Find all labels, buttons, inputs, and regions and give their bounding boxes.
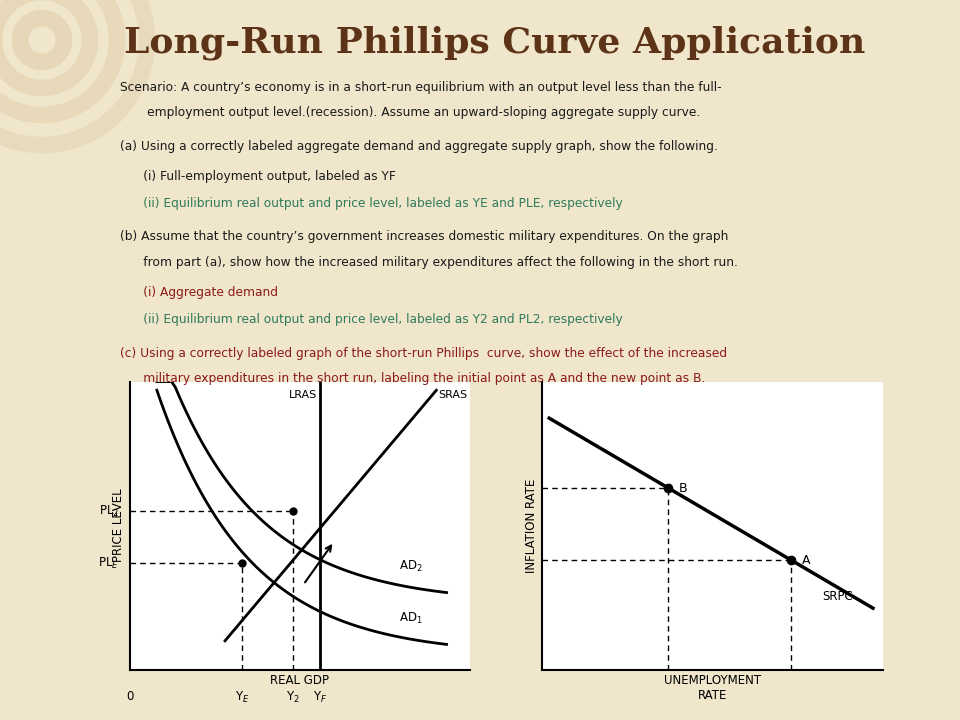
Text: (ii) Equilibrium real output and price level, labeled as YE and PLE, respectivel: (ii) Equilibrium real output and price l…	[120, 197, 623, 210]
Text: Y$_F$: Y$_F$	[313, 690, 327, 705]
Y-axis label: INFLATION RATE: INFLATION RATE	[525, 478, 539, 573]
Text: military expenditures in the short run, labeling the initial point as A and the : military expenditures in the short run, …	[120, 372, 706, 385]
Text: SRPC: SRPC	[822, 590, 852, 603]
Text: Long-Run Phillips Curve Application: Long-Run Phillips Curve Application	[124, 25, 865, 60]
Text: Y$_E$: Y$_E$	[235, 690, 250, 705]
Text: Y$_2$: Y$_2$	[286, 690, 300, 705]
Y-axis label: PRICE LEVEL: PRICE LEVEL	[112, 489, 126, 562]
Text: (c) Using a correctly labeled graph of the short-run Phillips  curve, show the e: (c) Using a correctly labeled graph of t…	[120, 347, 727, 360]
Text: from part (a), show how the increased military expenditures affect the following: from part (a), show how the increased mi…	[120, 256, 738, 269]
Text: (i) Full-employment output, labeled as YF: (i) Full-employment output, labeled as Y…	[120, 170, 396, 183]
Text: (b) Assume that the country’s government increases domestic military expenditure: (b) Assume that the country’s government…	[120, 230, 729, 243]
Text: (i) Aggregate demand: (i) Aggregate demand	[120, 287, 278, 300]
Text: LRAS: LRAS	[289, 390, 317, 400]
Text: A: A	[802, 554, 810, 567]
Text: AD$_1$: AD$_1$	[398, 611, 422, 626]
X-axis label: UNEMPLOYMENT
RATE: UNEMPLOYMENT RATE	[664, 674, 761, 702]
Text: (a) Using a correctly labeled aggregate demand and aggregate supply graph, show : (a) Using a correctly labeled aggregate …	[120, 140, 718, 153]
Text: employment output level.(recession). Assume an upward-sloping aggregate supply c: employment output level.(recession). Ass…	[120, 107, 700, 120]
Text: SRAS: SRAS	[438, 390, 468, 400]
Text: 0: 0	[126, 690, 133, 703]
Text: AD$_2$: AD$_2$	[398, 559, 422, 575]
Text: PL$_E$: PL$_E$	[99, 556, 119, 570]
Text: B: B	[679, 482, 687, 495]
Text: Scenario: A country’s economy is in a short-run equilibrium with an output level: Scenario: A country’s economy is in a sh…	[120, 81, 722, 94]
Text: (ii) Equilibrium real output and price level, labeled as Y2 and PL2, respectivel: (ii) Equilibrium real output and price l…	[120, 313, 623, 326]
Text: PL$_2$: PL$_2$	[99, 504, 119, 518]
X-axis label: REAL GDP: REAL GDP	[271, 674, 329, 687]
